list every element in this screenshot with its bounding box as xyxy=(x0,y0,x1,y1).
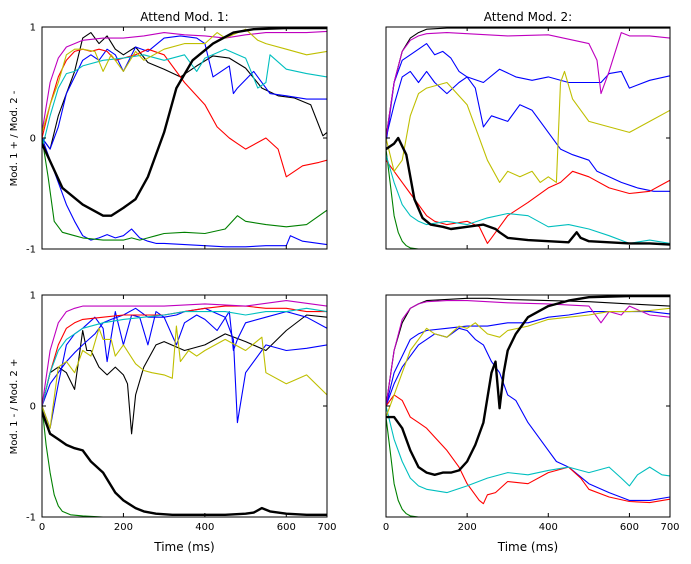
series-line-4 xyxy=(42,405,327,517)
y-tick-label: 0 xyxy=(30,134,36,145)
series-line-2 xyxy=(42,35,327,150)
series-line-7 xyxy=(386,300,670,407)
series-line-1 xyxy=(42,314,327,435)
series-line-3 xyxy=(42,307,327,429)
top-left-title: Attend Mod. 1: xyxy=(140,10,228,24)
x-tick-label: 700 xyxy=(317,522,336,533)
series-line-8 xyxy=(386,307,670,418)
series-line-6 xyxy=(386,405,670,494)
panel-top-left: -1 0 1 xyxy=(26,23,328,256)
series-line-5 xyxy=(386,394,670,505)
series-line-5 xyxy=(42,48,327,178)
y-tick-label: -1 xyxy=(26,245,36,256)
series-line-3 xyxy=(386,43,670,144)
panel-top-right xyxy=(385,26,671,250)
x-tick-label: 600 xyxy=(620,522,639,533)
series-line-6 xyxy=(42,307,327,407)
series-line-6 xyxy=(42,48,327,150)
top-left-ylabel: Mod. 1 + / Mod. 2 - xyxy=(9,90,20,186)
bottom-right-xlabel: Time (ms) xyxy=(497,540,559,554)
x-tick-label: 200 xyxy=(458,522,477,533)
bottom-left-xlabel: Time (ms) xyxy=(153,540,215,554)
x-tick-label: 0 xyxy=(39,522,45,533)
series-line-bold-0 xyxy=(386,136,670,246)
x-tick-label: 400 xyxy=(195,522,214,533)
top-right-title: Attend Mod. 2: xyxy=(484,10,572,24)
series-line-6 xyxy=(386,154,670,244)
x-tick-label: 200 xyxy=(114,522,133,533)
series-line-4 xyxy=(386,417,670,517)
x-tick-label: 700 xyxy=(660,522,679,533)
series-line-4 xyxy=(386,149,670,249)
x-tick-label: 0 xyxy=(383,522,389,533)
x-tick-label: 400 xyxy=(539,522,558,533)
series-line-2 xyxy=(386,327,670,501)
plot-frame xyxy=(41,26,328,250)
x-tick-label: 600 xyxy=(277,522,296,533)
series-line-1 xyxy=(386,297,670,407)
series-line-bold-0 xyxy=(42,411,327,516)
series-line-4 xyxy=(42,137,327,241)
y-tick-label: 0 xyxy=(30,402,36,413)
bottom-left-ylabel: Mod. 1 - / Mod. 2 + xyxy=(9,359,20,455)
series-line-3 xyxy=(42,137,327,248)
y-tick-label: 1 xyxy=(30,23,36,34)
series-line-5 xyxy=(42,305,327,407)
series-line-7 xyxy=(42,30,327,133)
series-line-7 xyxy=(42,300,327,407)
series-line-bold-0 xyxy=(386,295,670,476)
y-tick-label: 1 xyxy=(30,291,36,302)
series-line-2 xyxy=(386,70,670,192)
series-line-7 xyxy=(386,32,670,139)
series-line-8 xyxy=(386,70,670,183)
series-line-8 xyxy=(42,28,327,133)
series-line-2 xyxy=(42,307,327,407)
series-line-bold-0 xyxy=(42,27,327,217)
panel-bottom-right: 0 200 400 600 700 xyxy=(383,294,680,533)
y-tick-label: -1 xyxy=(26,513,36,524)
series-line-8 xyxy=(42,325,327,429)
